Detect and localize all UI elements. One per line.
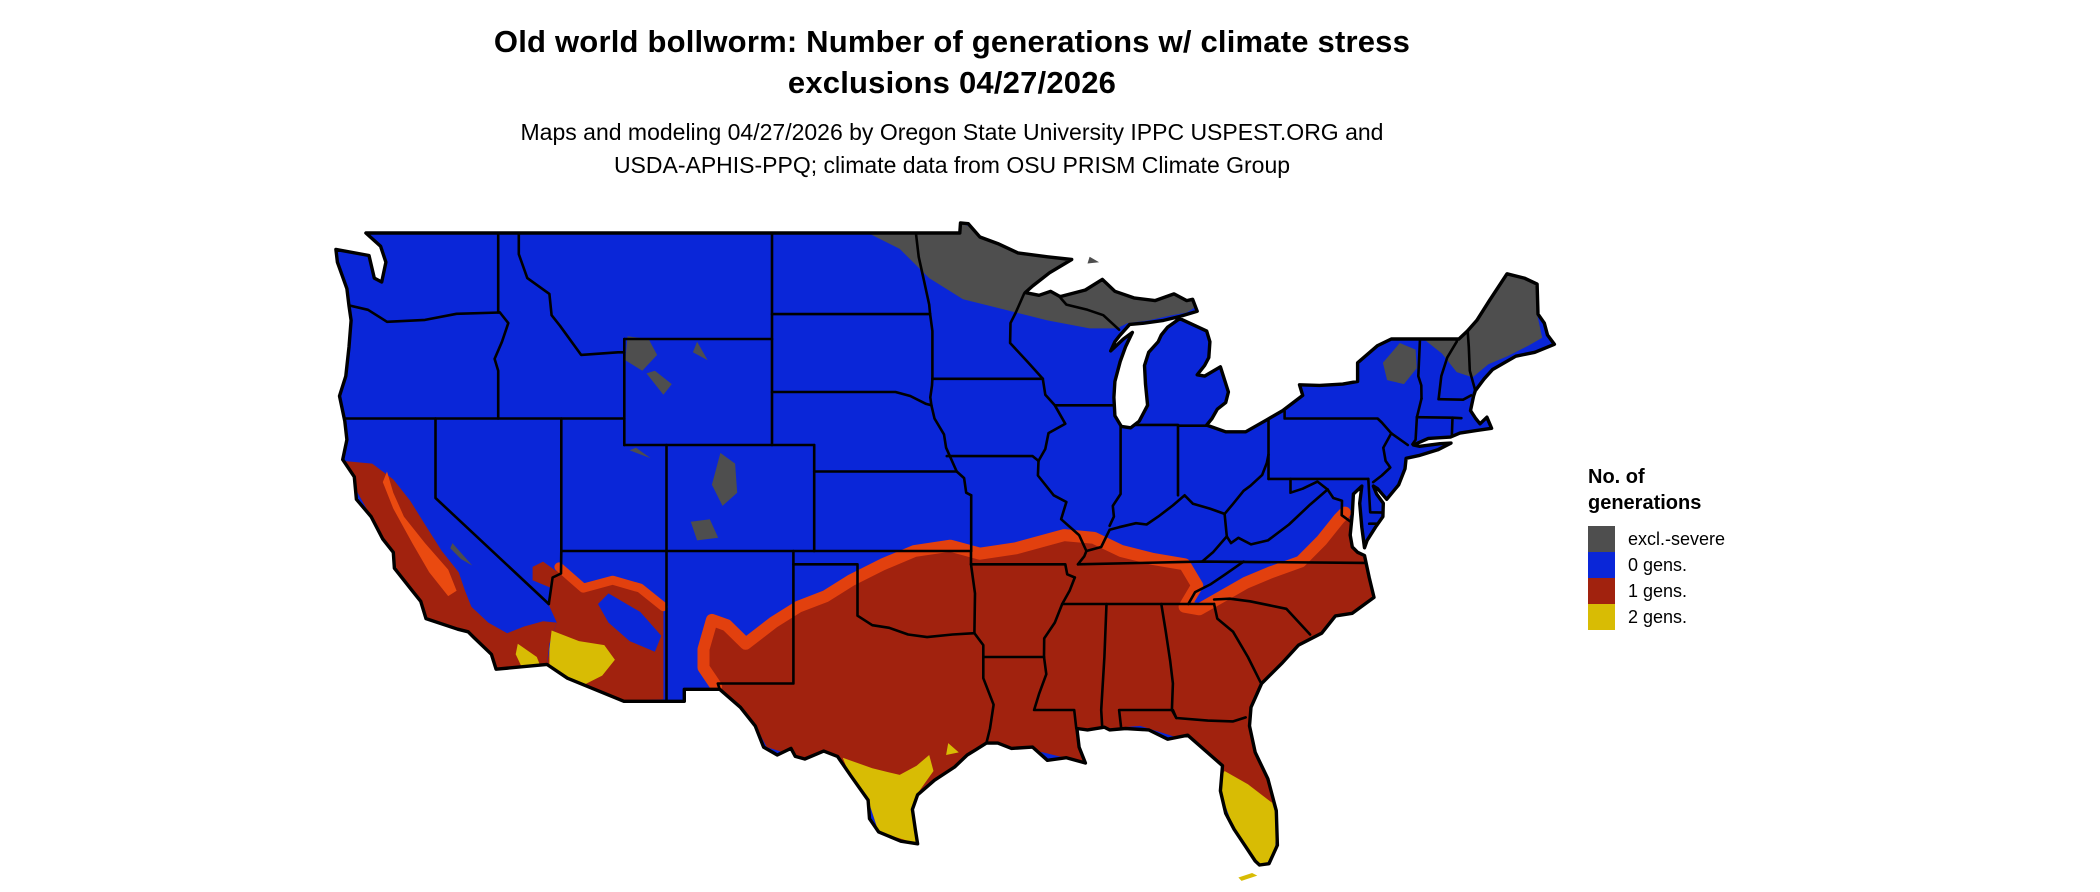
map-subtitle: Maps and modeling 04/27/2026 by Oregon S… xyxy=(0,103,1904,182)
map-legend: No. of generations excl.-severe 0 gens. 1 g… xyxy=(1588,464,1908,630)
legend-swatch xyxy=(1588,526,1615,552)
map-title-line-2: exclusions 04/27/2026 xyxy=(787,65,1117,100)
region-0-gens-arizona-highlands xyxy=(598,593,662,652)
map-subtitle-line-1: Maps and modeling 04/27/2026 by Oregon S… xyxy=(520,119,1384,145)
legend-entries: excl.-severe 0 gens. 1 gens. 2 gens. xyxy=(1588,526,1908,630)
map-title-line-1: Old world bollworm: Number of generation… xyxy=(493,24,1411,59)
legend-title-line-1: No. of xyxy=(1588,466,1645,488)
chart-header: Old world bollworm: Number of generation… xyxy=(0,0,1904,182)
legend-item: excl.-severe xyxy=(1588,526,1908,552)
legend-swatch xyxy=(1588,578,1615,604)
us-outline xyxy=(334,221,1557,867)
isle-royale xyxy=(1087,256,1100,264)
map-subtitle-line-2: USDA-APHIS-PPQ; climate data from OSU PR… xyxy=(613,152,1291,178)
legend-label: 1 gens. xyxy=(1628,581,1688,601)
legend-title: No. of generations xyxy=(1588,464,1908,516)
legend-swatch xyxy=(1588,604,1615,630)
transition-band xyxy=(697,506,1351,693)
map-title: Old world bollworm: Number of generation… xyxy=(0,0,1904,103)
us-choropleth-map xyxy=(334,221,1557,881)
legend-item: 0 gens. xyxy=(1588,552,1908,578)
legend-title-line-2: generations xyxy=(1588,492,1702,514)
central-valley-hot-band xyxy=(382,471,457,597)
legend-item: 2 gens. xyxy=(1588,604,1908,630)
legend-label: 2 gens. xyxy=(1628,607,1688,627)
legend-item: 1 gens. xyxy=(1588,578,1908,604)
legend-label: 0 gens. xyxy=(1628,555,1688,575)
florida-keys xyxy=(1238,873,1258,881)
region-2-gens xyxy=(515,630,1277,864)
state-borders xyxy=(342,231,1477,745)
transition-band-arizona xyxy=(554,562,668,612)
region-excl-severe xyxy=(450,222,1543,566)
legend-swatch xyxy=(1588,552,1615,578)
legend-label: excl.-severe xyxy=(1628,529,1726,549)
map-fill-layers xyxy=(335,222,1555,865)
